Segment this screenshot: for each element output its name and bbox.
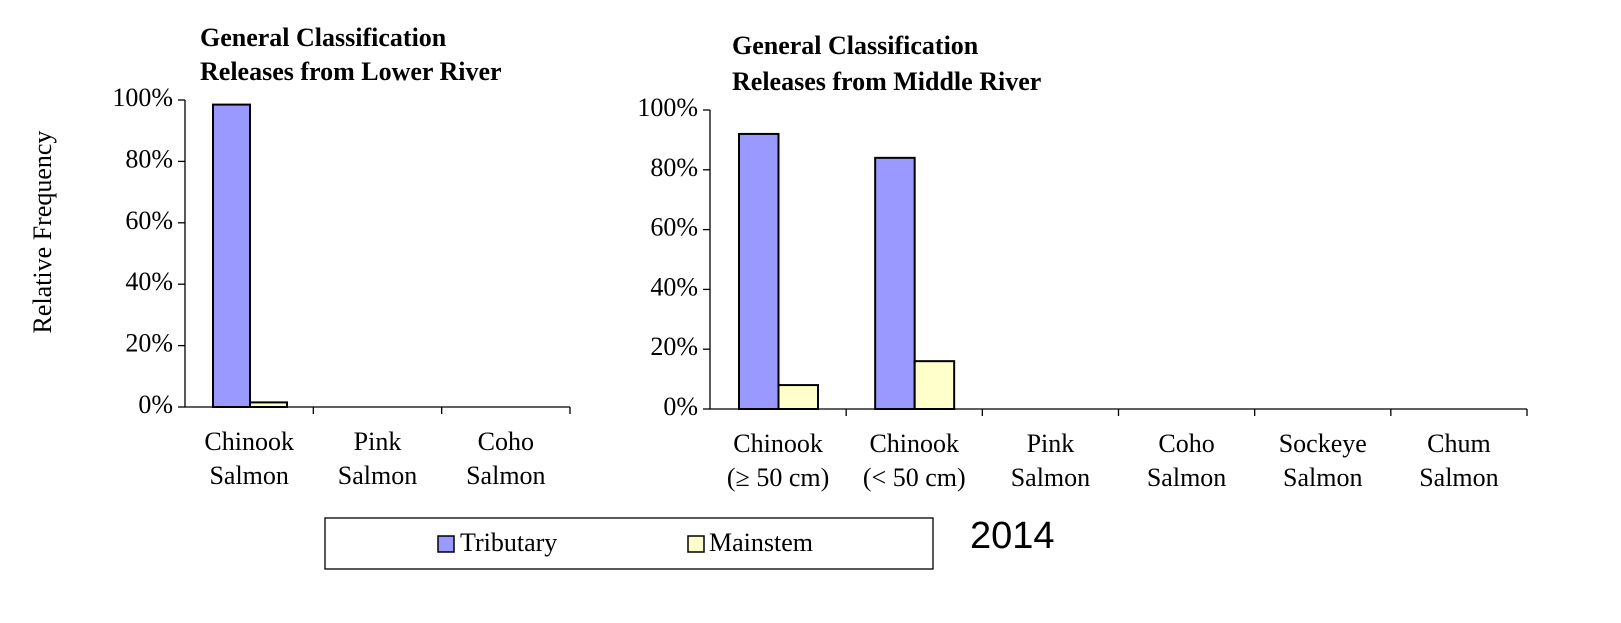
y-tick-label: 60% (125, 206, 173, 235)
x-tick-label: Chinook (< 50 cm) (863, 429, 966, 492)
x-tick-label: Coho Salmon (466, 427, 545, 490)
legend-label: Mainstem (709, 528, 813, 557)
bar (913, 360, 956, 411)
y-tick-label: 0% (663, 392, 698, 421)
y-axis-label: Relative Frequency (28, 131, 57, 334)
legend-swatch (437, 535, 455, 553)
chart-title: Releases from Lower River (200, 57, 502, 86)
y-tick-label: 60% (650, 213, 698, 242)
bar (249, 401, 288, 408)
bar (777, 384, 819, 410)
x-tick-label: Coho Salmon (1147, 429, 1226, 492)
y-tick-label: 20% (125, 329, 173, 358)
y-tick-label: 20% (650, 332, 698, 361)
y-tick-label: 100% (637, 93, 698, 122)
chart-title: General Classification (200, 23, 447, 52)
annotation: 2014 (970, 515, 1055, 557)
x-tick-label: Sockeye Salmon (1279, 429, 1367, 492)
x-tick-label: Pink Salmon (338, 427, 417, 490)
x-tick-label: Pink Salmon (1011, 429, 1090, 492)
y-tick-label: 40% (125, 267, 173, 296)
chart-title: General Classification (732, 31, 979, 60)
bar (874, 156, 916, 410)
y-tick-label: 80% (125, 144, 173, 173)
y-tick-label: 80% (650, 153, 698, 182)
chart-title: Releases from Middle River (732, 67, 1041, 96)
bar (738, 132, 780, 410)
y-tick-label: 100% (112, 83, 173, 112)
x-tick-label: Chinook (≥ 50 cm) (727, 429, 829, 492)
legend-swatch (687, 535, 705, 553)
x-tick-label: Chum Salmon (1419, 429, 1498, 492)
bar (212, 103, 251, 408)
y-tick-label: 40% (650, 272, 698, 301)
y-tick-label: 0% (138, 390, 173, 419)
legend-box (324, 517, 934, 570)
legend-label: Tributary (460, 528, 557, 557)
x-tick-label: Chinook Salmon (204, 427, 294, 490)
